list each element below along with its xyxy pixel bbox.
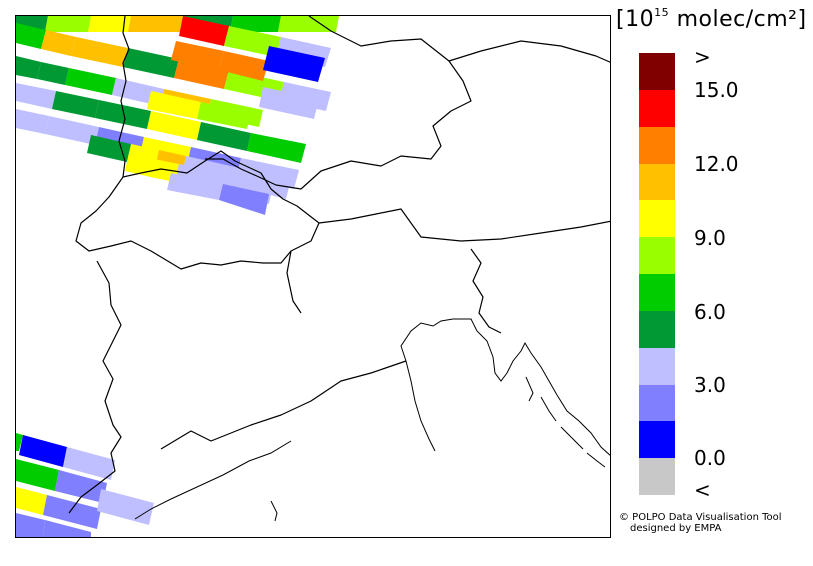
swath-row-1	[16, 16, 339, 32]
legend-label-top: >	[694, 45, 711, 69]
colorbar-bin	[639, 310, 675, 349]
coastline-ligurian	[134, 440, 292, 520]
legend-label-bottom: <	[694, 478, 711, 502]
lake-garda-area	[286, 250, 302, 314]
unit-exponent: 15	[654, 6, 670, 19]
colorbar-bin	[639, 163, 675, 201]
coastline-corsica	[270, 500, 278, 522]
coastline-islands-3	[560, 426, 584, 450]
legend-tick-0: 0.0	[694, 446, 726, 470]
unit-prefix: [10	[616, 7, 655, 32]
legend-unit-label: [1015 molec/cm²]	[616, 6, 807, 32]
legend-tick-12: 12.0	[694, 152, 739, 176]
border-germany-austria-south	[205, 60, 472, 190]
border-france-italy	[68, 260, 122, 514]
coastline-islands-2	[540, 396, 557, 422]
credit-line-1: © POLPO Data Visualisation Tool	[619, 512, 782, 523]
colorbar-bin	[639, 458, 675, 496]
satellite-swath-upper	[16, 16, 339, 215]
swath-row-2	[16, 23, 331, 111]
credit-line-2: designed by EMPA	[630, 523, 722, 534]
colorbar-bin	[639, 237, 675, 275]
colorbar-bin	[639, 421, 675, 459]
map-canvas	[16, 16, 610, 537]
swath-row-9	[167, 173, 269, 215]
swath-row-3	[171, 16, 331, 82]
coastline-islands-4	[586, 452, 606, 468]
border-italy-south	[160, 360, 407, 450]
legend-tick-3: 3.0	[694, 373, 726, 397]
colorbar-bin	[639, 89, 675, 128]
unit-suffix: molec/cm²]	[669, 7, 807, 32]
colorbar-bin	[639, 126, 675, 164]
colorbar-bin	[639, 274, 675, 312]
colorbar-bin	[639, 347, 675, 385]
legend-tick-9: 9.0	[694, 226, 726, 250]
credit-text: © POLPO Data Visualisation Tool designed…	[619, 512, 782, 534]
colorbar-bin	[639, 200, 675, 238]
coastline-adriatic	[400, 318, 610, 456]
satellite-swath-lower	[16, 433, 154, 537]
colorbar-bin	[639, 53, 675, 91]
border-germany-austria	[308, 16, 610, 63]
legend-tick-15: 15.0	[694, 78, 739, 102]
colorbar-bin	[639, 384, 675, 422]
swath-row-5	[16, 83, 306, 163]
legend-colorbar	[639, 53, 675, 496]
border-italy-slovenia	[470, 248, 502, 334]
coastline-islands-1	[525, 376, 534, 402]
coastline-italy-east	[405, 360, 436, 452]
border-austria-italy	[318, 208, 610, 242]
border-france-germany	[118, 16, 130, 178]
map-panel	[15, 15, 611, 538]
country-borders	[68, 16, 610, 514]
legend-tick-6: 6.0	[694, 300, 726, 324]
border-switzerland	[75, 150, 320, 270]
coastline	[134, 318, 610, 522]
